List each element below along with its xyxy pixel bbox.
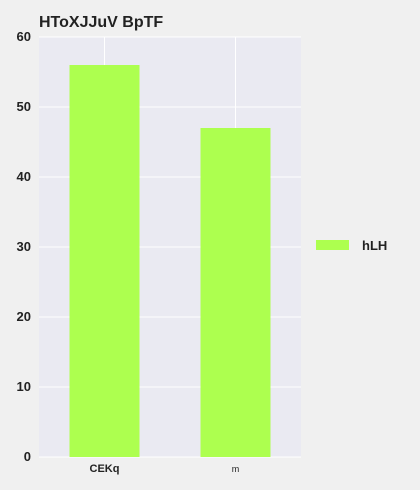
legend: hLH [316, 238, 387, 253]
y-axis-ticks: 0 10 20 30 40 50 60 [17, 29, 31, 464]
x-tick-label-m: m [232, 464, 240, 474]
y-tick-label-2: 20 [17, 309, 31, 324]
legend-swatch-hlh [316, 240, 349, 250]
legend-label-hlh: hLH [362, 238, 387, 253]
y-tick-label-1: 10 [17, 379, 31, 394]
chart-title: HToXJJuV BpTF [39, 14, 163, 31]
bars [69, 65, 271, 457]
y-tick-label-4: 40 [17, 169, 31, 184]
y-tick-label-5: 50 [17, 99, 31, 114]
y-tick-label-6: 60 [17, 29, 31, 44]
x-tick-label-cekq: CEKq [90, 463, 120, 475]
y-tick-label-3: 30 [17, 239, 31, 254]
y-tick-label-0: 0 [24, 449, 31, 464]
bar-cekq [69, 65, 140, 457]
bar-m [200, 128, 271, 457]
x-axis-ticks: CEKq m [90, 463, 240, 475]
